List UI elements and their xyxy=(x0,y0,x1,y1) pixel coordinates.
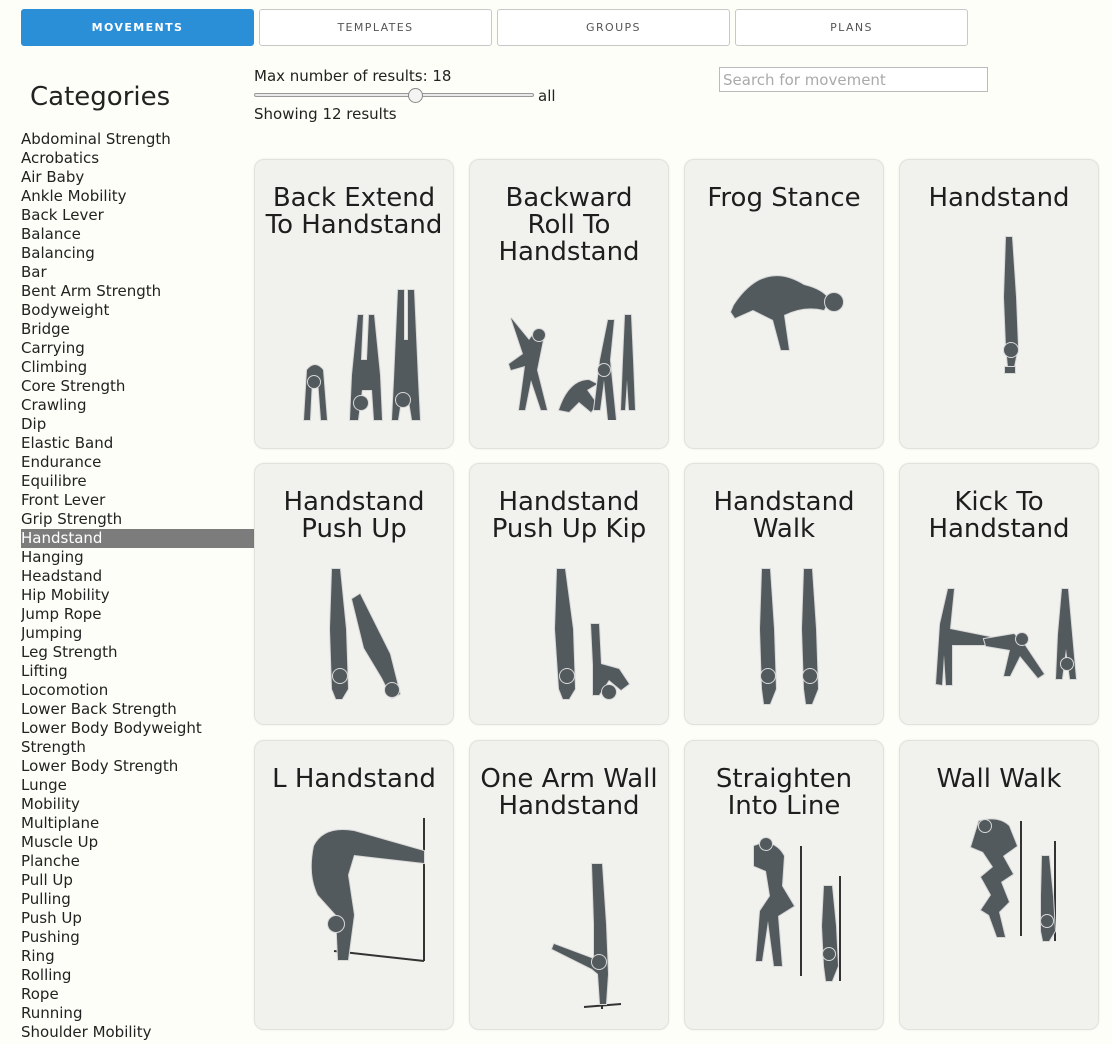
category-item[interactable]: Pulling xyxy=(21,890,71,908)
backward-roll-to-handstand-figure xyxy=(470,310,668,420)
category-item[interactable]: Abdominal Strength xyxy=(21,130,171,148)
category-item[interactable]: Rolling xyxy=(21,966,72,984)
card-title: Backward Roll To Handstand xyxy=(498,183,640,267)
card-title: Straighten Into Line xyxy=(715,764,853,821)
category-item[interactable]: Bodyweight xyxy=(21,301,110,319)
category-item[interactable]: Jump Rope xyxy=(21,605,102,623)
main-tabs: MOVEMENTS TEMPLATES GROUPS PLANS xyxy=(21,9,968,46)
category-item[interactable]: Endurance xyxy=(21,453,102,471)
category-item[interactable]: Elastic Band xyxy=(21,434,114,452)
wall-walk-figure xyxy=(900,816,1098,966)
category-item[interactable]: Lunge xyxy=(21,776,67,794)
movement-card[interactable]: Handstand Push Up Kip xyxy=(469,463,669,725)
category-item[interactable]: Locomotion xyxy=(21,681,109,699)
category-item[interactable]: Shoulder Mobility xyxy=(21,1023,152,1041)
movement-card[interactable]: L Handstand xyxy=(254,740,454,1030)
category-item[interactable]: Multiplane xyxy=(21,814,100,832)
kick-to-handstand-figure xyxy=(900,584,1098,694)
card-title: Handstand Push Up Kip xyxy=(491,487,647,544)
back-extend-to-handstand-figure xyxy=(255,285,453,425)
category-item[interactable]: Balancing xyxy=(21,244,95,262)
category-item[interactable]: Push Up xyxy=(21,909,82,927)
card-title: Kick To Handstand xyxy=(928,487,1070,544)
category-item[interactable]: Core Strength xyxy=(21,377,126,395)
straighten-into-line-figure xyxy=(685,836,883,986)
movement-card[interactable]: Kick To Handstand xyxy=(899,463,1099,725)
category-item[interactable]: Pull Up xyxy=(21,871,73,889)
category-item[interactable]: Lower Body Strength xyxy=(21,757,179,775)
category-item[interactable]: Lower Body Bodyweight Strength xyxy=(21,719,202,756)
category-item[interactable]: Hanging xyxy=(21,548,84,566)
category-item[interactable]: Ring xyxy=(21,947,55,965)
slider-track[interactable] xyxy=(254,93,534,97)
tab-groups[interactable]: GROUPS xyxy=(497,9,730,46)
category-item[interactable]: Headstand xyxy=(21,567,103,585)
card-title: Handstand Push Up xyxy=(283,487,425,544)
slider-thumb[interactable] xyxy=(407,88,423,103)
movement-card[interactable]: One Arm Wall Handstand xyxy=(469,740,669,1030)
card-title: L Handstand xyxy=(272,764,436,794)
category-item[interactable]: Handstand xyxy=(21,529,254,548)
category-item[interactable]: Planche xyxy=(21,852,80,870)
card-title: Handstand Walk xyxy=(713,487,855,544)
card-title: Wall Walk xyxy=(936,764,1062,794)
movement-card[interactable]: Backward Roll To Handstand xyxy=(469,159,669,449)
results-count: Showing 12 results xyxy=(254,105,397,123)
tab-templates[interactable]: TEMPLATES xyxy=(259,9,492,46)
movement-card[interactable]: Handstand Walk xyxy=(684,463,884,725)
category-item[interactable]: Crawling xyxy=(21,396,87,414)
tab-plans[interactable]: PLANS xyxy=(735,9,968,46)
category-item[interactable]: Mobility xyxy=(21,795,80,813)
category-item[interactable]: Acrobatics xyxy=(21,149,100,167)
category-item[interactable]: Running xyxy=(21,1004,83,1022)
category-item[interactable]: Climbing xyxy=(21,358,88,376)
movement-card[interactable]: Handstand Push Up xyxy=(254,463,454,725)
categories-heading: Categories xyxy=(30,82,171,112)
card-title: Back Extend To Handstand xyxy=(265,183,443,240)
movement-card[interactable]: Wall Walk xyxy=(899,740,1099,1030)
category-item[interactable]: Carrying xyxy=(21,339,85,357)
max-results-slider[interactable] xyxy=(254,88,534,104)
movement-card[interactable]: Straighten Into Line xyxy=(684,740,884,1030)
handstand-figure xyxy=(900,232,1098,382)
category-item[interactable]: Equilibre xyxy=(21,472,87,490)
tab-movements[interactable]: MOVEMENTS xyxy=(21,9,254,46)
category-item[interactable]: Bar xyxy=(21,263,47,281)
category-item[interactable]: Balance xyxy=(21,225,81,243)
category-item[interactable]: Grip Strength xyxy=(21,510,123,528)
category-item[interactable]: Jumping xyxy=(21,624,83,642)
category-item[interactable]: Rope xyxy=(21,985,59,1003)
card-title: Frog Stance xyxy=(707,183,861,213)
handstand-walk-figure xyxy=(685,564,883,709)
category-item[interactable]: Hip Mobility xyxy=(21,586,110,604)
category-item[interactable]: Leg Strength xyxy=(21,643,118,661)
category-item[interactable]: Front Lever xyxy=(21,491,106,509)
movement-card[interactable]: Handstand xyxy=(899,159,1099,449)
frog-stance-figure xyxy=(685,260,883,360)
category-item[interactable]: Dip xyxy=(21,415,47,433)
handstand-push-up-kip-figure xyxy=(470,564,668,709)
card-title: Handstand xyxy=(928,183,1070,213)
category-item[interactable]: Lower Back Strength xyxy=(21,700,177,718)
movement-card[interactable]: Frog Stance xyxy=(684,159,884,449)
category-item[interactable]: Ankle Mobility xyxy=(21,187,127,205)
category-item[interactable]: Pushing xyxy=(21,928,80,946)
category-list: Abdominal Strength Acrobatics Air Baby Ankl… xyxy=(21,130,254,1042)
search-input[interactable] xyxy=(719,67,988,92)
handstand-push-up-figure xyxy=(255,564,453,709)
category-item[interactable]: Air Baby xyxy=(21,168,85,186)
l-handstand-figure xyxy=(255,816,453,966)
one-arm-wall-handstand-figure xyxy=(470,859,668,1014)
category-item[interactable]: Bridge xyxy=(21,320,70,338)
category-item[interactable]: Lifting xyxy=(21,662,68,680)
category-item[interactable]: Bent Arm Strength xyxy=(21,282,162,300)
card-title: One Arm Wall Handstand xyxy=(480,764,658,821)
slider-all-label: all xyxy=(538,87,556,105)
movement-card[interactable]: Back Extend To Handstand xyxy=(254,159,454,449)
category-item[interactable]: Muscle Up xyxy=(21,833,99,851)
max-results-label: Max number of results: 18 xyxy=(254,67,452,85)
category-item[interactable]: Back Lever xyxy=(21,206,104,224)
